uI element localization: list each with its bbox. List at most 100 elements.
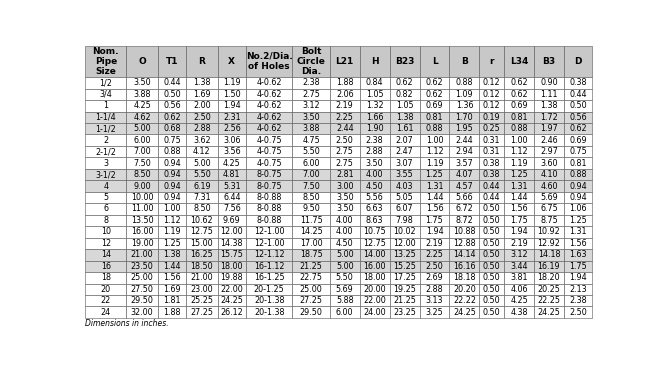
Bar: [389, 306, 420, 318]
Bar: [420, 134, 449, 146]
Bar: [330, 203, 360, 215]
Text: 6.00: 6.00: [336, 308, 354, 317]
Bar: [330, 111, 360, 123]
Bar: [420, 192, 449, 203]
Text: 1.94: 1.94: [510, 228, 528, 236]
Text: 4.57: 4.57: [455, 182, 473, 191]
Bar: [246, 249, 292, 260]
Text: 0.62: 0.62: [396, 78, 413, 87]
Text: 25.00: 25.00: [131, 273, 153, 282]
Text: 12.75: 12.75: [190, 228, 214, 236]
Text: 1.05: 1.05: [366, 90, 383, 99]
Bar: [246, 215, 292, 226]
Bar: [534, 192, 564, 203]
Text: 2.00: 2.00: [193, 101, 211, 110]
Text: 0.25: 0.25: [483, 124, 500, 133]
Text: 0.94: 0.94: [163, 182, 180, 191]
Text: 4.50: 4.50: [366, 182, 383, 191]
Text: 12.00: 12.00: [393, 239, 416, 248]
Text: 5: 5: [103, 193, 108, 202]
Text: 2.88: 2.88: [366, 147, 383, 156]
Bar: [420, 215, 449, 226]
Text: 3.88: 3.88: [302, 124, 320, 133]
Bar: [389, 260, 420, 272]
Bar: [330, 260, 360, 272]
Bar: [360, 157, 389, 169]
Text: 10.92: 10.92: [537, 228, 561, 236]
Bar: [479, 238, 504, 249]
Text: 2.81: 2.81: [336, 170, 354, 179]
Bar: [330, 306, 360, 318]
Bar: [479, 249, 504, 260]
Text: 16.00: 16.00: [364, 262, 386, 271]
Text: 1.69: 1.69: [193, 90, 211, 99]
Text: 2.31: 2.31: [223, 113, 241, 122]
Text: 0.50: 0.50: [483, 250, 500, 259]
Bar: [534, 249, 564, 260]
Bar: [292, 157, 330, 169]
Text: 27.25: 27.25: [299, 296, 323, 305]
Bar: [186, 134, 217, 146]
Bar: [534, 100, 564, 111]
Text: B3: B3: [543, 57, 555, 66]
Bar: [534, 272, 564, 283]
Text: 1.94: 1.94: [569, 273, 587, 282]
Text: 15.25: 15.25: [393, 262, 416, 271]
Text: 14.18: 14.18: [537, 250, 561, 259]
Text: 1.00: 1.00: [510, 136, 527, 145]
Bar: [217, 134, 246, 146]
Bar: [186, 123, 217, 134]
Bar: [246, 295, 292, 306]
Bar: [479, 272, 504, 283]
Bar: [389, 77, 420, 88]
Bar: [534, 46, 564, 77]
Bar: [360, 169, 389, 180]
Bar: [217, 46, 246, 77]
Text: 1: 1: [103, 101, 108, 110]
Bar: [534, 238, 564, 249]
Bar: [126, 180, 158, 192]
Bar: [534, 88, 564, 100]
Text: D: D: [574, 57, 582, 66]
Bar: [217, 295, 246, 306]
Bar: [126, 111, 158, 123]
Bar: [564, 295, 592, 306]
Text: 11.00: 11.00: [131, 205, 153, 213]
Text: 1.90: 1.90: [366, 124, 383, 133]
Bar: [158, 226, 186, 238]
Bar: [246, 260, 292, 272]
Text: 0.38: 0.38: [569, 78, 587, 87]
Bar: [158, 295, 186, 306]
Bar: [564, 100, 592, 111]
Bar: [330, 46, 360, 77]
Bar: [564, 157, 592, 169]
Bar: [504, 272, 534, 283]
Bar: [126, 157, 158, 169]
Bar: [217, 77, 246, 88]
Bar: [292, 203, 330, 215]
Bar: [479, 306, 504, 318]
Text: 6.72: 6.72: [455, 205, 473, 213]
Text: 20.20: 20.20: [453, 285, 476, 294]
Text: 1.09: 1.09: [455, 90, 473, 99]
Bar: [292, 272, 330, 283]
Bar: [449, 283, 479, 295]
Bar: [420, 283, 449, 295]
Text: 1-1/2: 1-1/2: [95, 124, 116, 133]
Text: 2.06: 2.06: [336, 90, 354, 99]
Text: 29.50: 29.50: [299, 308, 323, 317]
Bar: [449, 77, 479, 88]
Bar: [186, 77, 217, 88]
Text: 8.63: 8.63: [366, 216, 383, 225]
Text: B23: B23: [395, 57, 414, 66]
Bar: [420, 146, 449, 157]
Bar: [85, 169, 126, 180]
Text: 1.66: 1.66: [366, 113, 383, 122]
Text: 18: 18: [100, 273, 111, 282]
Bar: [330, 157, 360, 169]
Text: 1.88: 1.88: [163, 308, 180, 317]
Bar: [292, 260, 330, 272]
Bar: [85, 226, 126, 238]
Bar: [85, 100, 126, 111]
Bar: [360, 272, 389, 283]
